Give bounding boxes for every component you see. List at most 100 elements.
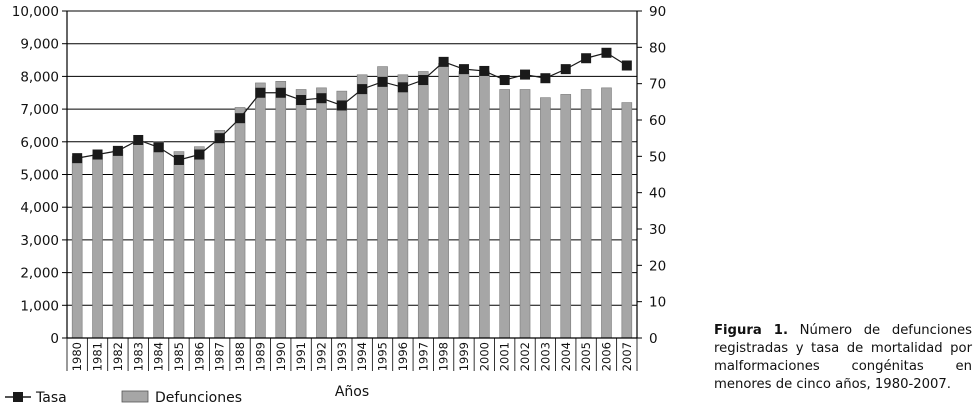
year-label-1984: 1984: [152, 342, 166, 371]
bar-1996: [397, 74, 409, 339]
bar-1998: [438, 63, 449, 339]
axes: [62, 10, 642, 371]
left-tick-label: 2,000: [20, 266, 59, 282]
year-label-2005: 2005: [579, 342, 593, 371]
tasa-point-2005: [581, 53, 592, 64]
figure-caption: Figura 1. Número de defunciones registra…: [714, 322, 972, 394]
tasa-point-1991: [296, 95, 307, 106]
tasa-point-1994: [357, 84, 368, 95]
year-label-2007: 2007: [620, 342, 634, 371]
year-label-1983: 1983: [131, 342, 145, 371]
year-label-1997: 1997: [416, 342, 430, 371]
left-tick-label: 6,000: [20, 135, 59, 151]
tasa-point-1989: [255, 87, 266, 98]
tasa-point-1993: [336, 100, 347, 111]
bar-1991: [295, 89, 307, 339]
bar-2004: [560, 94, 572, 339]
tasa-point-2003: [540, 73, 551, 84]
tasa-point-1982: [112, 145, 123, 156]
bar-1987: [214, 130, 225, 339]
tasa-point-2000: [479, 65, 490, 76]
bar-2003: [540, 97, 551, 339]
year-label-2002: 2002: [518, 342, 532, 371]
bar-1997: [417, 71, 429, 339]
year-label-1989: 1989: [253, 342, 267, 371]
year-label-1988: 1988: [233, 342, 247, 371]
left-tick-label: 5,000: [20, 168, 59, 184]
tasa-point-1987: [214, 133, 225, 144]
year-label-1995: 1995: [376, 342, 390, 371]
year-label-1981: 1981: [91, 342, 105, 371]
left-tick-label: 9,000: [20, 37, 59, 53]
year-label-1987: 1987: [213, 342, 227, 371]
tasa-point-1999: [458, 64, 469, 75]
bar-1992: [316, 87, 327, 339]
right-tick-label: 80: [649, 40, 666, 56]
caption-label: Figura 1.: [714, 323, 788, 338]
right-tick-label: 20: [649, 258, 666, 274]
left-tick-label: 0: [50, 331, 59, 347]
bar-1990: [275, 81, 287, 339]
tasa-point-1988: [235, 113, 246, 124]
right-tick-label: 50: [649, 149, 666, 165]
legend-tasa-label: Tasa: [35, 390, 67, 406]
tasa-point-2007: [621, 60, 632, 71]
year-label-1991: 1991: [294, 342, 308, 371]
right-tick-label: 90: [649, 4, 666, 20]
year-label-2006: 2006: [599, 342, 613, 371]
tasa-point-1984: [153, 142, 164, 153]
year-label-1996: 1996: [396, 342, 410, 371]
right-tick-label: 60: [649, 113, 666, 129]
bar-2006: [601, 87, 612, 339]
bar-1999: [458, 71, 470, 339]
right-tick-label: 40: [649, 186, 666, 202]
tick-labels: 0 1,000 2,000 3,000 4,000 5,000 6,000 7,000 8,00…: [12, 4, 666, 371]
tasa-point-1980: [72, 153, 83, 164]
year-label-2004: 2004: [559, 342, 573, 371]
tasa-point-1986: [194, 149, 205, 160]
tasa-line: [77, 52, 628, 161]
right-tick-label: 0: [649, 331, 658, 347]
legend-defunciones-label: Defunciones: [155, 390, 242, 406]
tasa-point-1992: [316, 93, 327, 104]
year-label-2000: 2000: [477, 342, 491, 371]
tasa-point-1997: [418, 75, 429, 86]
right-tick-label: 70: [649, 77, 666, 93]
tasa-point-1981: [92, 149, 103, 160]
bar-1984: [153, 141, 164, 339]
gridlines: [67, 10, 637, 306]
tasa-point-1996: [397, 82, 408, 93]
year-label-1982: 1982: [111, 342, 125, 371]
tasa-point-1985: [173, 154, 184, 165]
legend: Tasa Defunciones: [5, 390, 242, 406]
year-label-1986: 1986: [192, 342, 206, 371]
bar-1981: [92, 154, 103, 339]
year-label-1980: 1980: [70, 342, 84, 371]
left-tick-label: 3,000: [20, 233, 59, 249]
bar-1986: [194, 146, 205, 339]
year-label-1998: 1998: [437, 342, 451, 371]
bar-1985: [173, 151, 185, 339]
bar-2007: [621, 102, 633, 339]
left-tick-label: 1,000: [20, 298, 59, 314]
bar-1988: [234, 107, 246, 339]
tasa-point-1995: [377, 76, 388, 87]
year-label-1994: 1994: [355, 342, 369, 371]
bar-1993: [336, 90, 348, 339]
left-tick-label: 4,000: [20, 200, 59, 216]
left-tick-label: 8,000: [20, 69, 59, 85]
legend-defunciones-swatch: [121, 390, 149, 403]
tasa-point-2006: [601, 47, 612, 58]
tasa-point-1998: [438, 56, 449, 67]
tasa-point-1983: [133, 134, 144, 145]
left-tick-label: 7,000: [20, 102, 59, 118]
year-label-1992: 1992: [314, 342, 328, 371]
right-tick-label: 10: [649, 295, 666, 311]
tasa-point-2004: [560, 64, 571, 75]
bar-1995: [377, 66, 388, 339]
legend-tasa-marker: [13, 392, 23, 402]
bar-2001: [499, 89, 510, 339]
year-label-1993: 1993: [335, 342, 349, 371]
